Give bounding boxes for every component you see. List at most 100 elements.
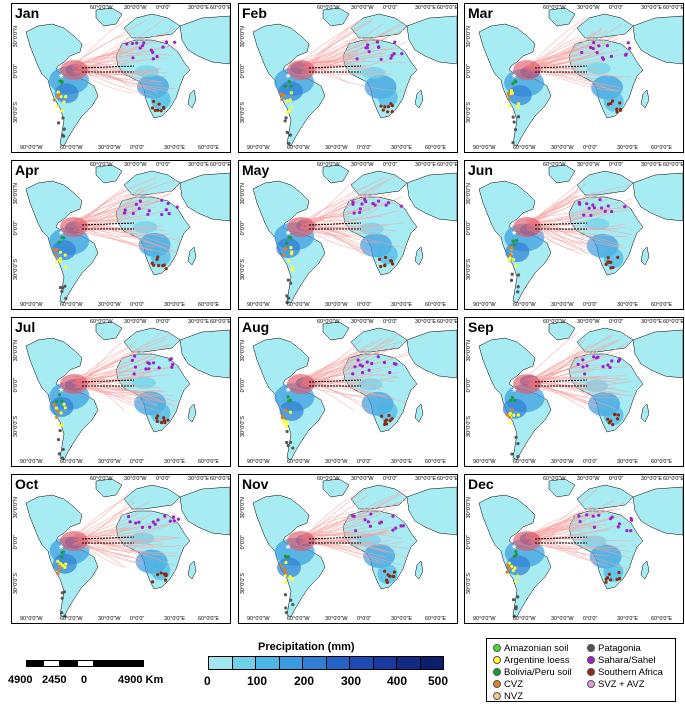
europe-landmass — [576, 484, 634, 510]
cvz-source-dot — [57, 569, 61, 573]
southern-africa-source-dot — [387, 413, 391, 418]
cvz-source-dot — [506, 91, 511, 95]
map-grid: ★ Jan 60°0'0"W 30°0'0"W 0°0'0" 30°0'0"E 60°0'0… — [11, 3, 684, 624]
argentine-loess-source-dot — [291, 268, 295, 272]
greenland-landmass — [95, 321, 123, 341]
argentine-loess-source-dot — [508, 411, 512, 416]
sahara-sahel-source-dot — [391, 514, 395, 518]
sahara-sahel-source-dot — [156, 518, 160, 522]
greenland-landmass — [548, 7, 576, 27]
sahara-sahel-source-dot — [601, 364, 605, 369]
longitude-tick-label: 60°0'0"W — [287, 459, 310, 465]
longitude-tick-label: 30°0'0"W — [551, 302, 574, 308]
longitude-tick-label: 30°0'0"W — [325, 145, 348, 151]
scale-label: 4900 — [8, 674, 33, 686]
longitude-tick-label: 60°0'0"W — [543, 319, 566, 325]
latitude-tick-label: 0°0'0" — [13, 64, 19, 79]
longitude-tick-label: 0°0'0" — [156, 162, 171, 168]
colorbar-segment — [232, 657, 256, 669]
sahara-sahel-source-dot — [597, 513, 601, 517]
itcz-line — [81, 379, 135, 383]
sahara-sahel-source-dot — [378, 521, 382, 525]
longitude-tick-label: 30°0'0"E — [391, 616, 413, 622]
southern-africa-source-dot — [618, 101, 622, 105]
latitude-tick-label: 30°0'0"N — [466, 497, 472, 519]
legend-label: Southern Africa — [598, 667, 663, 678]
longitude-tick-label: 30°0'0"W — [351, 319, 374, 325]
trajectory-origin — [513, 60, 541, 80]
latitude-tick-label: 30°0'0"N — [240, 340, 246, 362]
cvz-source-dot — [52, 98, 56, 102]
cvz-source-dot — [279, 92, 283, 96]
longitude-tick-label: 0°0'0" — [383, 5, 398, 11]
asia-landmass — [632, 172, 683, 222]
longitude-tick-label: 30°0'0"W — [351, 5, 374, 11]
sahara-sahel-source-dot — [351, 202, 355, 206]
southern-africa-source-dot — [157, 102, 161, 106]
longitude-tick-label: 60°0'0"W — [317, 5, 340, 11]
southern-africa-source-dot — [391, 574, 395, 578]
sahara-sahel-source-dot — [626, 41, 630, 45]
longitude-tick-label: 90°0'0"W — [473, 459, 496, 465]
sahara-sahel-source-dot — [171, 362, 175, 367]
map-svg: ★ — [25, 7, 230, 147]
patagonia-source-dot — [56, 121, 61, 125]
month-label: Mar — [468, 5, 493, 21]
cvz-source-dot — [283, 567, 287, 572]
longitude-tick-label: 30°0'0"W — [98, 459, 121, 465]
site-marker-icon: ★ — [58, 72, 64, 80]
patagonia-source-dot — [62, 134, 66, 138]
argentine-loess-source-dot — [514, 264, 518, 268]
sahara-sahel-source-dot — [399, 204, 403, 208]
longitude-tick-label: 90°0'0"W — [473, 616, 496, 622]
itcz-line — [308, 222, 362, 226]
itcz-line — [534, 65, 588, 69]
latitude-tick-label: 30°0'0"S — [13, 573, 19, 595]
argentine-loess-source-dot — [59, 411, 63, 415]
bolivia-peru-source-dot — [286, 555, 291, 559]
longitude-tick-label: 60°0'0"E — [210, 476, 231, 482]
latitude-tick-label: 0°0'0" — [13, 535, 19, 550]
map-panel-jan: ★ Jan 60°0'0"W 30°0'0"W 0°0'0" 30°0'0"E 60°0'0… — [11, 3, 231, 153]
longitude-tick-label: 30°0'0"E — [415, 319, 437, 325]
sahara-sahel-source-dot — [368, 524, 373, 528]
trajectory-origin — [513, 374, 541, 394]
argentine-loess-source-dot — [63, 406, 68, 410]
argentine-loess-source-dot — [56, 90, 60, 94]
latitude-tick-label: 0°0'0" — [466, 221, 472, 236]
sahara-sahel-source-dot — [394, 362, 398, 366]
site-marker-icon: ★ — [58, 543, 64, 551]
latitude-tick-label: 30°0'0"S — [240, 259, 246, 281]
map-svg: ★ — [25, 321, 230, 461]
precipitation-area — [150, 246, 171, 267]
longitude-tick-label: 0°0'0" — [383, 476, 398, 482]
latitude-tick-label: 0°0'0" — [240, 378, 246, 393]
sahara-sahel-source-dot — [598, 197, 602, 202]
sahara-sahel-source-dot — [363, 518, 367, 522]
southern-africa-source-dot — [615, 110, 619, 114]
longitude-tick-label: 0°0'0" — [383, 319, 398, 325]
longitude-tick-label: 30°0'0"W — [577, 5, 600, 11]
greenland-landmass — [322, 164, 350, 184]
precipitation-area — [377, 87, 398, 108]
sahara-sahel-source-dot — [142, 41, 146, 45]
madagascar-landmass — [640, 560, 650, 580]
argentine-loess-source-dot — [285, 421, 290, 426]
longitude-tick-label: 60°0'0"W — [317, 476, 340, 482]
sahara-sahel-source-dot — [600, 206, 604, 210]
scale-bar-segment — [94, 660, 144, 667]
colorbar-segment — [326, 657, 350, 669]
sahara-sahel-source-dot — [147, 209, 151, 213]
patagonia-source-dot — [289, 281, 293, 285]
longitude-tick-label: 60°0'0"E — [437, 162, 458, 168]
trajectory-origin — [287, 60, 315, 80]
longitude-tick-label: 30°0'0"E — [164, 145, 186, 151]
cvz-source-dot — [55, 415, 59, 419]
longitude-tick-label: 30°0'0"W — [98, 302, 121, 308]
precipitation-area — [150, 89, 171, 110]
trajectory-origin — [287, 531, 315, 551]
southern-africa-source-dot — [609, 266, 613, 270]
southern-africa-source-dot — [386, 573, 390, 577]
argentine-loess-source-dot — [514, 580, 518, 584]
madagascar-landmass — [414, 560, 424, 580]
